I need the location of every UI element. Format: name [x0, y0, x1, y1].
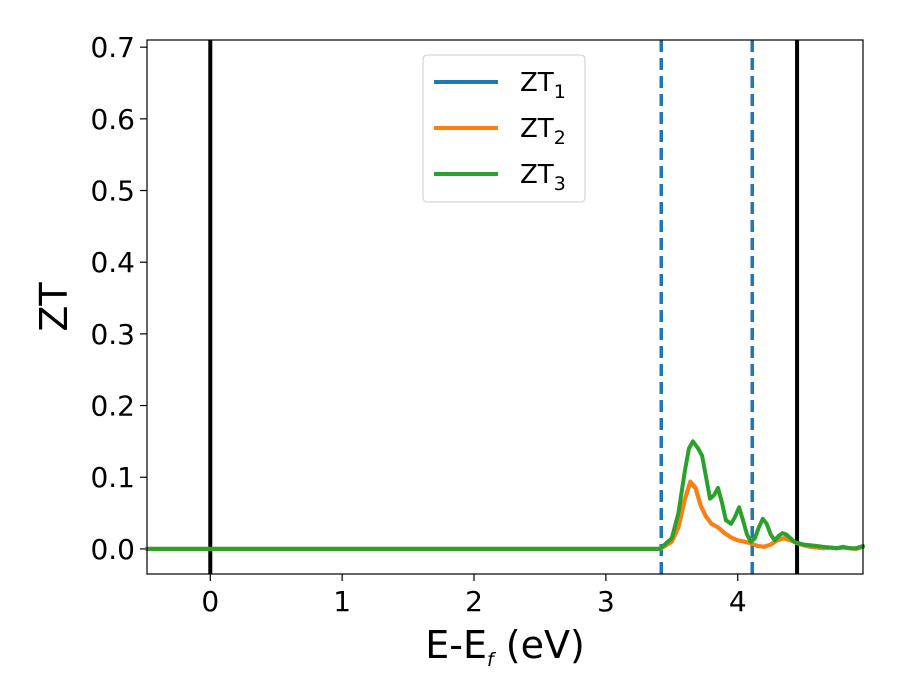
x-axis-label-sub: f — [487, 649, 497, 671]
y-tick-label: 0.6 — [90, 103, 135, 136]
x-axis-label: E-Ef (eV) — [425, 623, 585, 671]
legend-label-main: ZT — [520, 68, 554, 98]
legend-label-1: ZT1 — [520, 68, 566, 103]
series-line-3 — [145, 439, 865, 551]
y-tick-label: 0.5 — [90, 175, 135, 208]
y-tick-label: 0.4 — [90, 246, 135, 279]
y-axis-label: ZT — [32, 282, 76, 332]
x-tick-label: 4 — [729, 585, 747, 618]
plot-frame — [146, 39, 864, 575]
series-layer — [145, 439, 865, 551]
tick-layer: 0 1 2 3 4 0.0 0.1 0.2 0.3 0.4 0.5 0.6 0.7 — [90, 31, 746, 618]
y-tick-label: 0.2 — [90, 390, 135, 423]
x-tick-label: 0 — [201, 585, 219, 618]
x-tick-label: 3 — [597, 585, 615, 618]
x-axis-label-space — [494, 623, 506, 667]
x-axis-label-main: E-E — [425, 623, 487, 667]
legend-label-main: ZT — [520, 114, 554, 144]
y-tick-label: 0.0 — [90, 533, 135, 566]
legend-label-main: ZT — [520, 160, 554, 190]
x-tick-label: 2 — [465, 585, 483, 618]
x-tick-label: 1 — [333, 585, 351, 618]
y-tick-label: 0.7 — [90, 31, 135, 64]
vertical-line-layer — [208, 40, 800, 574]
legend-label-sub: 2 — [554, 127, 566, 149]
legend-label-3: ZT3 — [520, 160, 566, 195]
legend-label-2: ZT2 — [520, 114, 566, 149]
legend-label-sub: 3 — [554, 173, 566, 195]
y-tick-label: 0.1 — [90, 461, 135, 494]
legend-box — [422, 54, 586, 203]
x-axis-label-unit: (eV) — [506, 623, 585, 667]
y-tick-label: 0.3 — [90, 318, 135, 351]
legend-label-sub: 1 — [554, 81, 566, 103]
